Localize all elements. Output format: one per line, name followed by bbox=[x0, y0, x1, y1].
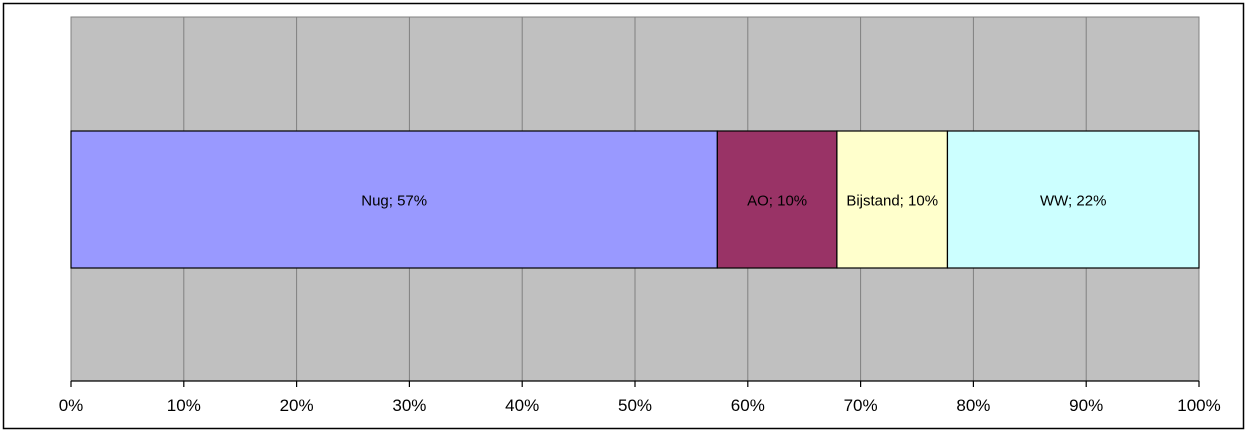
x-tick-label: 100% bbox=[1177, 396, 1220, 415]
x-tick-label: 70% bbox=[844, 396, 878, 415]
x-tick-label: 80% bbox=[956, 396, 990, 415]
x-tick-label: 0% bbox=[59, 396, 84, 415]
x-tick-label: 20% bbox=[280, 396, 314, 415]
bar-segment-bijstand bbox=[836, 130, 949, 269]
x-tick-label: 30% bbox=[392, 396, 426, 415]
x-tick-label: 90% bbox=[1069, 396, 1103, 415]
data-label-nug: Nug; 57% bbox=[361, 193, 427, 210]
data-label-ao: AO; 10% bbox=[747, 193, 807, 210]
data-label-ww: WW; 22% bbox=[1040, 193, 1106, 210]
x-tick-label: 40% bbox=[505, 396, 539, 415]
x-tick-label: 10% bbox=[167, 396, 201, 415]
bar-segment-nug bbox=[70, 130, 718, 269]
bar-segment-ww bbox=[946, 130, 1200, 269]
bars bbox=[70, 130, 1200, 269]
x-tick-label: 50% bbox=[618, 396, 652, 415]
x-axis: 0% 10% 20% 30% 40% 50% 60% 70% 80% 90% 100% bbox=[59, 380, 1221, 415]
bar-labels: Nug; 57% AO; 10% Bijstand; 10% WW; 22% bbox=[361, 193, 1106, 210]
x-tick-label: 60% bbox=[731, 396, 765, 415]
bar-segment-ao bbox=[716, 130, 838, 269]
data-label-bijstand: Bijstand; 10% bbox=[846, 193, 938, 210]
